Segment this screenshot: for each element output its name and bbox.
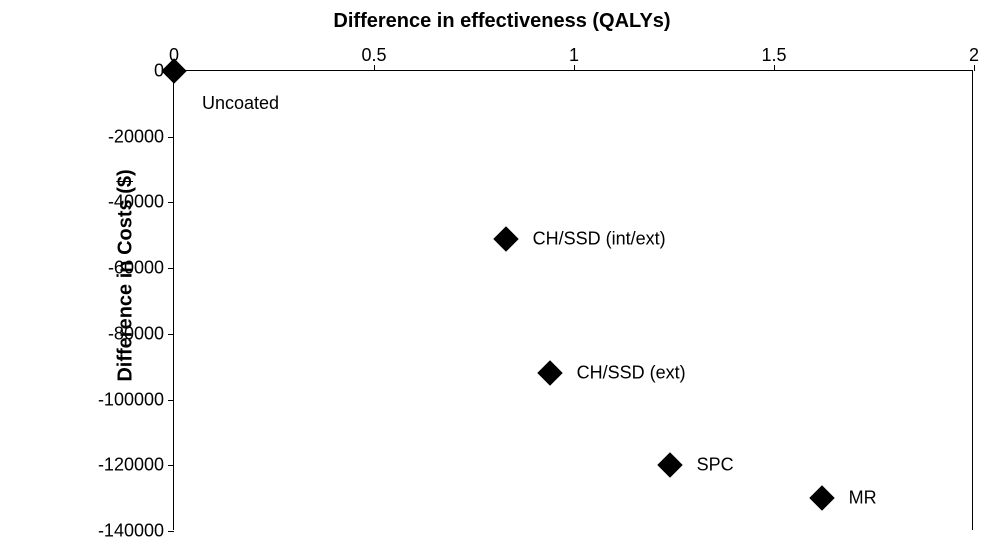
x-tick-label: 2 — [969, 45, 979, 66]
data-point-label: SPC — [697, 455, 734, 476]
x-tick-label: 0.5 — [361, 45, 386, 66]
x-axis-title-text: Difference in effectiveness (QALYs) — [333, 10, 670, 32]
y-tick-label: -60000 — [108, 258, 164, 279]
y-tick-label: -140000 — [98, 521, 164, 542]
x-tick-mark — [974, 65, 975, 71]
x-tick-label: 1 — [569, 45, 579, 66]
data-point — [493, 226, 518, 251]
y-tick-label: -80000 — [108, 323, 164, 344]
y-tick-label: -20000 — [108, 126, 164, 147]
y-tick-mark — [168, 334, 174, 335]
scatter-chart: Difference in effectiveness (QALYs) Diff… — [0, 0, 1004, 550]
y-tick-mark — [168, 400, 174, 401]
y-tick-label: -120000 — [98, 455, 164, 476]
x-tick-label: 1.5 — [761, 45, 786, 66]
x-tick-mark — [774, 65, 775, 71]
y-tick-mark — [168, 531, 174, 532]
plot-area: 00.511.520-20000-40000-60000-80000-10000… — [173, 70, 973, 530]
y-tick-label: -40000 — [108, 192, 164, 213]
data-point-label: CH/SSD (ext) — [577, 363, 686, 384]
y-tick-mark — [168, 268, 174, 269]
data-point — [809, 485, 834, 510]
x-tick-mark — [574, 65, 575, 71]
y-tick-mark — [168, 202, 174, 203]
x-tick-mark — [374, 65, 375, 71]
data-point — [657, 453, 682, 478]
data-point-label: Uncoated — [202, 93, 279, 114]
data-point-label: MR — [849, 488, 877, 509]
y-tick-label: -100000 — [98, 389, 164, 410]
y-tick-mark — [168, 137, 174, 138]
data-point-label: CH/SSD (int/ext) — [533, 228, 666, 249]
data-point — [537, 361, 562, 386]
y-tick-mark — [168, 465, 174, 466]
